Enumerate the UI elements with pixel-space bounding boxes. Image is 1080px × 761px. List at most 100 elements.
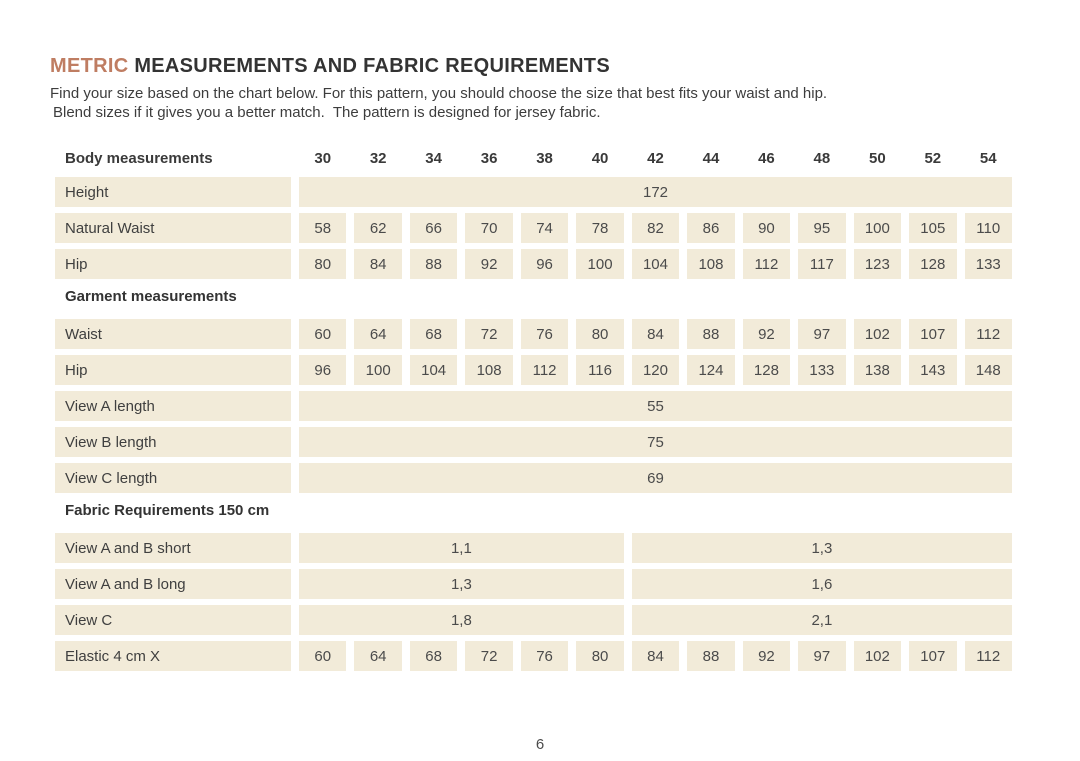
page-title-rest: MEASUREMENTS AND FABRIC REQUIREMENTS	[128, 55, 610, 77]
size-column-header: 42	[647, 149, 664, 167]
row-label-height: Height	[55, 177, 291, 207]
pattern-page: METRIC MEASUREMENTS AND FABRIC REQUIREME…	[50, 55, 1030, 671]
row-label-view-c-length: View C length	[55, 463, 291, 493]
size-column-header: 38	[536, 149, 553, 167]
table-cell-body-hip: 92	[465, 249, 513, 279]
table-row-view-c-length: View C length 69	[55, 463, 1012, 493]
table-cell-garment-waist: 84	[631, 319, 680, 349]
table-cell-garment-hip: 124	[687, 355, 735, 385]
table-cell-view-c-fabric: 1,8	[299, 605, 624, 635]
table-cell-garment-waist: 92	[742, 319, 791, 349]
size-column-header: 34	[425, 149, 442, 167]
column-header-label: Body measurements	[65, 149, 213, 167]
table-cell-height: 172	[299, 177, 1012, 207]
section-row-fabric-requirements: Fabric Requirements 150 cm	[55, 502, 1012, 519]
size-table: Body measurements 30 32 34 36 38 40 42 44 46 48 50 5…	[55, 144, 1012, 671]
table-row-view-ab-short: View A and B short 1,1 1,3	[55, 533, 1012, 563]
size-column-header: 50	[868, 149, 886, 167]
table-cell-garment-hip: 148	[964, 355, 1012, 385]
intro-line-2: Blend sizes if it gives you a better mat…	[53, 104, 601, 121]
table-cell-natural-waist: 66	[409, 213, 458, 243]
table-cell-elastic: 112	[964, 641, 1012, 671]
row-label-view-ab-short: View A and B short	[55, 533, 291, 563]
table-cell-garment-waist: 64	[354, 319, 402, 349]
table-cell-natural-waist: 78	[576, 213, 624, 243]
table-cell-natural-waist: 90	[742, 213, 791, 243]
page-number: 6	[535, 736, 545, 753]
table-cell-natural-waist: 86	[687, 213, 735, 243]
table-cell-elastic: 107	[909, 641, 957, 671]
table-cell-natural-waist: 82	[631, 213, 680, 243]
table-cell-natural-waist: 74	[520, 213, 569, 243]
table-cell-body-hip: 128	[909, 249, 957, 279]
table-cell-garment-waist: 112	[964, 319, 1012, 349]
row-label-view-c-fabric: View C	[55, 605, 291, 635]
table-cell-view-c-fabric: 2,1	[631, 605, 1012, 635]
table-row-view-c-fabric: View C 1,8 2,1	[55, 605, 1012, 635]
row-label-garment-hip: Hip	[55, 355, 291, 385]
table-cell-garment-hip: 133	[798, 355, 846, 385]
size-column-header: 36	[480, 149, 498, 167]
table-cell-body-hip: 104	[631, 249, 680, 279]
table-row-body-hip: Hip 80 84 88 92 96 100 104 108 112 117 123 128 133	[55, 249, 1012, 279]
table-cell-body-hip: 112	[742, 249, 791, 279]
table-row-garment-waist: Waist 60 64 68 72 76 80 84 88 92 97 102 107 112	[55, 319, 1012, 349]
table-cell-garment-waist: 60	[299, 319, 347, 349]
table-cell-elastic: 64	[354, 641, 402, 671]
intro-text: Find your size based on the chart below.…	[50, 84, 1030, 122]
table-cell-view-ab-short: 1,1	[299, 533, 624, 563]
table-header-row: Body measurements 30 32 34 36 38 40 42 44 46 48 50 5…	[55, 144, 1012, 172]
table-cell-natural-waist: 62	[354, 213, 402, 243]
table-cell-natural-waist: 58	[299, 213, 347, 243]
table-cell-garment-waist: 107	[909, 319, 957, 349]
size-column-header: 46	[758, 149, 775, 167]
row-label-view-ab-long: View A and B long	[55, 569, 291, 599]
table-cell-body-hip: 84	[354, 249, 402, 279]
table-cell-garment-hip: 100	[354, 355, 402, 385]
table-cell-elastic: 80	[576, 641, 624, 671]
table-cell-body-hip: 117	[798, 249, 846, 279]
table-cell-garment-hip: 143	[909, 355, 957, 385]
table-cell-elastic: 97	[798, 641, 846, 671]
table-cell-natural-waist: 95	[798, 213, 846, 243]
table-row-elastic: Elastic 4 cm X 60 64 68 72 76 80 84 88 92 97 102 107…	[55, 641, 1012, 671]
size-column-header: 52	[924, 149, 942, 167]
size-column-header: 30	[314, 149, 332, 167]
table-cell-garment-hip: 128	[742, 355, 791, 385]
table-cell-garment-hip: 120	[631, 355, 680, 385]
table-cell-body-hip: 108	[687, 249, 735, 279]
size-column-header: 40	[591, 149, 609, 167]
table-cell-garment-hip: 108	[465, 355, 513, 385]
table-cell-elastic: 92	[742, 641, 791, 671]
table-cell-garment-hip: 96	[299, 355, 347, 385]
table-cell-garment-waist: 76	[520, 319, 569, 349]
table-cell-elastic: 72	[465, 641, 513, 671]
table-cell-body-hip: 88	[409, 249, 458, 279]
table-cell-garment-waist: 102	[853, 319, 902, 349]
section-label-fabric-requirements: Fabric Requirements 150 cm	[65, 502, 270, 519]
row-label-natural-waist: Natural Waist	[55, 213, 291, 243]
table-cell-view-a-length: 55	[299, 391, 1012, 421]
size-column-header: 48	[813, 149, 831, 167]
table-row-natural-waist: Natural Waist 58 62 66 70 74 78 82 86 90 95 100 105 1…	[55, 213, 1012, 243]
table-cell-natural-waist: 105	[909, 213, 957, 243]
table-cell-garment-waist: 97	[798, 319, 846, 349]
table-cell-body-hip: 96	[520, 249, 569, 279]
table-row-garment-hip: Hip 96 100 104 108 112 116 120 124 128 133 138 143 14…	[55, 355, 1012, 385]
section-label-garment-measurements: Garment measurements	[65, 288, 237, 305]
table-cell-garment-waist: 80	[576, 319, 624, 349]
table-cell-view-ab-long: 1,3	[299, 569, 624, 599]
table-cell-body-hip: 80	[299, 249, 347, 279]
table-cell-garment-waist: 88	[687, 319, 735, 349]
table-cell-elastic: 68	[409, 641, 458, 671]
table-cell-garment-hip: 112	[520, 355, 569, 385]
row-label-view-a-length: View A length	[55, 391, 291, 421]
table-cell-garment-waist: 68	[409, 319, 458, 349]
table-row-view-ab-long: View A and B long 1,3 1,6	[55, 569, 1012, 599]
table-cell-elastic: 60	[299, 641, 347, 671]
table-cell-body-hip: 133	[964, 249, 1012, 279]
table-cell-view-ab-long: 1,6	[631, 569, 1012, 599]
table-row-view-a-length: View A length 55	[55, 391, 1012, 421]
row-label-elastic: Elastic 4 cm X	[55, 641, 291, 671]
table-cell-natural-waist: 70	[465, 213, 513, 243]
